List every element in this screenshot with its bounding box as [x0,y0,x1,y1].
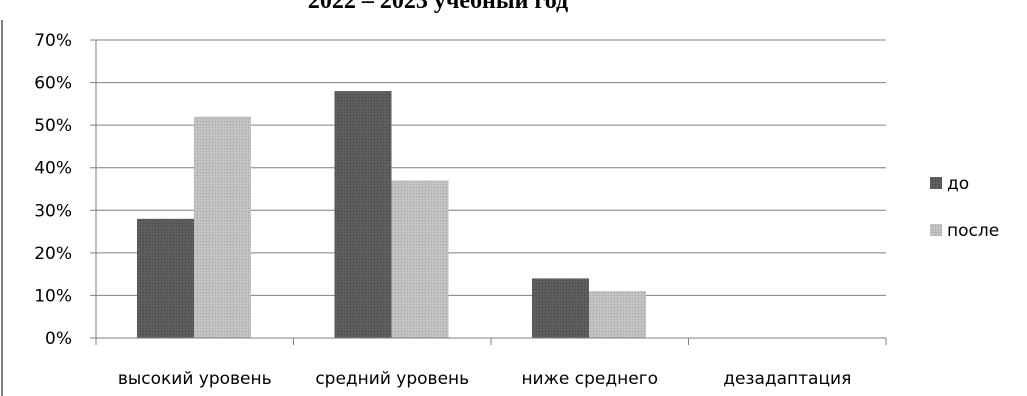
y-tick-label: 30% [34,201,72,221]
y-tick-label: 20% [34,244,72,264]
y-tick-label: 60% [34,74,72,94]
y-tick-label: 50% [34,116,72,136]
legend-swatch-before [930,177,942,189]
bar-before [532,278,589,338]
bar-before [137,218,194,338]
bar-after [589,291,646,338]
x-axis: высокий уровень средний уровень ниже средн… [95,337,887,389]
y-tick-label: 0% [45,329,72,349]
bar-after [391,180,449,338]
y-axis: 0% 10% 20% 30% 40% 50% 60% 70% [34,31,97,349]
y-tick-label: 10% [34,286,72,306]
legend: до после [930,174,999,241]
bars [137,91,646,338]
x-category-label: высокий уровень [118,369,272,389]
bar-after [194,116,251,338]
x-category-label: ниже среднего [521,369,658,389]
legend-swatch-after [930,224,942,236]
legend-label-after: после [947,221,999,241]
bar-before [334,91,392,338]
x-category-label: средний уровень [315,369,469,389]
y-tick-label: 40% [34,159,72,179]
chart-title: 2022 – 2023 учебный год [308,0,568,14]
x-category-label: дезадаптация [723,369,851,389]
legend-label-before: до [947,174,969,194]
y-tick-label: 70% [34,31,72,51]
